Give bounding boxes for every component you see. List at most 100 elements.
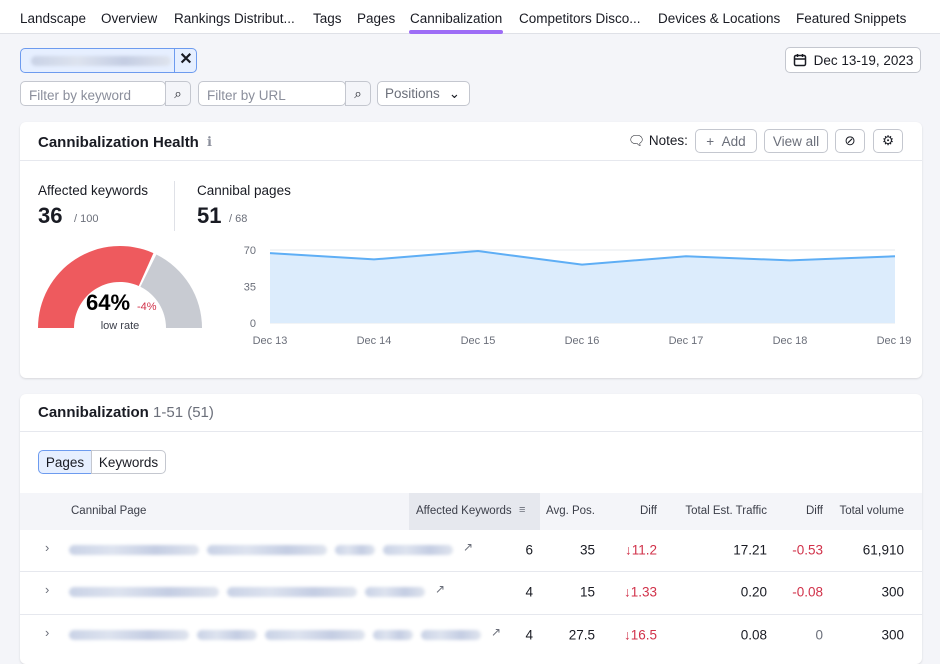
- external-link[interactable]: ↗: [463, 540, 474, 554]
- tab[interactable]: Featured Snippets: [796, 11, 907, 26]
- gauge-value: [38, 246, 154, 328]
- y-tick-label: 70: [244, 245, 256, 257]
- view-all-button[interactable]: View all: [764, 129, 828, 153]
- blurred-url: [373, 630, 413, 640]
- x-tick-label: Dec 18: [773, 335, 808, 347]
- tab[interactable]: Devices & Locations: [658, 11, 781, 26]
- table-cell: -0.08: [792, 584, 823, 600]
- column-header[interactable]: Diff: [805, 505, 823, 517]
- card-title: Cannibalization Health: [38, 134, 199, 151]
- x-tick-label: Dec 13: [253, 335, 288, 347]
- toggle-keywords[interactable]: Keywords: [91, 450, 166, 474]
- column-header[interactable]: Total Est. Traffic: [685, 505, 767, 517]
- blurred-url: [335, 545, 375, 555]
- settings-button[interactable]: ⚙: [873, 129, 903, 153]
- x-tick-label: Dec 19: [877, 335, 912, 347]
- table-title: Cannibalization: [38, 404, 149, 421]
- row-divider: [20, 614, 922, 615]
- domain-chip[interactable]: ✕: [20, 48, 197, 73]
- metric-label: Affected keywords: [38, 183, 149, 198]
- table-cell: 0: [815, 627, 823, 643]
- table-cell: ↓16.5: [623, 627, 657, 643]
- table-cell: 61,910: [862, 542, 904, 558]
- toggle-label: Pages: [45, 454, 85, 470]
- table-cell: 4: [525, 627, 533, 643]
- button-label: Add: [721, 133, 746, 149]
- column-header[interactable]: Diff: [639, 505, 657, 517]
- date-range: Dec 13-19, 2023: [813, 52, 914, 68]
- area-fill: [270, 251, 895, 323]
- tab[interactable]: Rankings Distribut...: [174, 11, 295, 26]
- expand-toggle[interactable]: ›: [45, 582, 50, 597]
- column-header[interactable]: Affected Keywords: [416, 505, 512, 517]
- x-tick-label: Dec 15: [461, 335, 496, 347]
- blurred-url: [69, 587, 219, 597]
- table-cell: 35: [579, 542, 595, 558]
- toggle-pages[interactable]: Pages: [38, 450, 92, 474]
- gauge-rest: [140, 254, 202, 328]
- info-icon[interactable]: ℹ: [207, 134, 212, 149]
- row-divider: [20, 571, 922, 572]
- table-cell: 4: [525, 584, 533, 600]
- metric-total: / 68: [229, 213, 248, 225]
- table-cell: 0.08: [740, 627, 767, 643]
- tab[interactable]: Overview: [101, 11, 158, 26]
- positions-dropdown[interactable]: Positions ⌄: [377, 81, 470, 106]
- remove-button[interactable]: ✕: [174, 48, 197, 73]
- y-tick-label: 35: [244, 282, 256, 294]
- search-button[interactable]: ⌕: [165, 81, 191, 106]
- expand-toggle[interactable]: ›: [45, 625, 50, 640]
- table-cell: ↓1.33: [623, 584, 657, 600]
- table-range: 1-51 (51): [153, 404, 214, 421]
- blurred-url: [421, 630, 481, 640]
- external-link[interactable]: ↗: [491, 625, 502, 639]
- search-button[interactable]: ⌕: [345, 81, 371, 106]
- external-link[interactable]: ↗: [435, 582, 446, 596]
- notes-label: 🗨 Notes:: [628, 133, 688, 148]
- sort-icon: ≡: [519, 504, 526, 516]
- hide-button[interactable]: ⊘: [835, 129, 865, 153]
- sorted-column: [409, 493, 540, 530]
- url-filter[interactable]: Filter by URL: [198, 81, 346, 106]
- gauge-label: 64%: [86, 290, 130, 315]
- blurred-url: [365, 587, 425, 597]
- column-header[interactable]: Total volume: [839, 505, 904, 517]
- date-picker[interactable]: Dec 13-19, 2023: [785, 47, 921, 73]
- tab[interactable]: Landscape: [20, 11, 87, 26]
- tab[interactable]: Pages: [357, 11, 396, 26]
- tab[interactable]: Competitors Disco...: [519, 11, 641, 26]
- active-tab-indicator: [409, 30, 503, 34]
- tab-bar: Landscape Overview Rankings Distribut... Ta…: [0, 0, 940, 34]
- metric-value: 51: [197, 203, 222, 228]
- tab[interactable]: Cannibalization: [410, 11, 503, 26]
- button-label: View all: [772, 133, 820, 149]
- toggle-label: Keywords: [98, 454, 159, 470]
- trend-line: [269, 250, 896, 266]
- column-header[interactable]: Avg. Pos.: [545, 505, 595, 517]
- notes-text: Notes:: [648, 133, 688, 148]
- table-cell: 300: [881, 627, 904, 643]
- blurred-url: [207, 545, 327, 555]
- add-button[interactable]: + Add: [695, 129, 757, 153]
- blurred-url: [69, 545, 199, 555]
- table-cell: -0.53: [792, 542, 823, 558]
- x-tick-label: Dec 17: [669, 335, 704, 347]
- table-cell: 300: [881, 584, 904, 600]
- blurred-url: [265, 630, 365, 640]
- metric-total: / 100: [74, 213, 99, 225]
- tab[interactable]: Tags: [313, 11, 342, 26]
- table-cell: 17.21: [733, 542, 767, 558]
- blurred-url: [197, 630, 257, 640]
- blurred-url: [383, 545, 453, 555]
- dropdown-label: Positions: [385, 86, 440, 101]
- expand-toggle[interactable]: ›: [45, 540, 50, 555]
- y-tick-label: 0: [250, 318, 256, 330]
- table-cell: 27.5: [568, 627, 595, 643]
- table-heading: Cannibalization 1-51 (51): [38, 404, 214, 421]
- blurred-url: [227, 587, 357, 597]
- table-cell: 6: [525, 542, 533, 558]
- column-header[interactable]: Cannibal Page: [71, 505, 147, 517]
- keyword-filter[interactable]: Filter by keyword: [20, 81, 166, 106]
